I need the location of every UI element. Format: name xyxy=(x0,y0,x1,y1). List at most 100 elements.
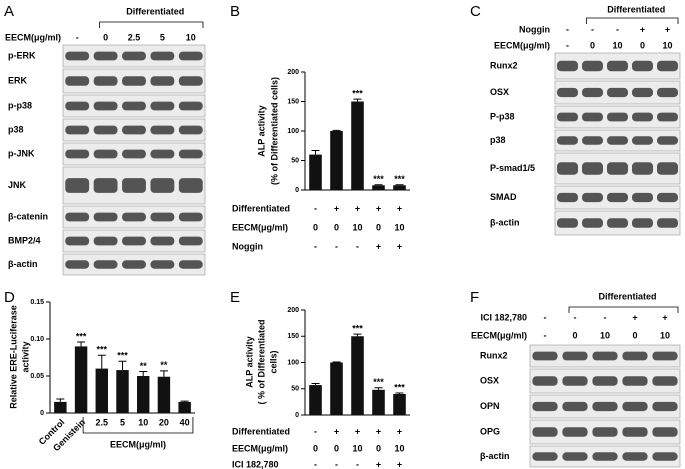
lane-label: 0 xyxy=(572,330,577,340)
y-tick-label: 0.15 xyxy=(30,299,44,306)
band xyxy=(532,452,558,461)
table-row-label: EECM(μg/ml) xyxy=(232,222,288,232)
lane-label: 10 xyxy=(600,330,610,340)
lane-label: 0 xyxy=(632,330,637,340)
lane-label: 10 xyxy=(612,40,622,50)
band xyxy=(93,212,118,222)
treatment-label: Noggin xyxy=(519,24,550,34)
bar xyxy=(54,401,67,413)
table-cell: - xyxy=(314,241,317,251)
band xyxy=(122,51,146,61)
band xyxy=(93,51,118,61)
panel-letter: B xyxy=(230,3,240,20)
table-cell: 0 xyxy=(376,222,381,232)
band xyxy=(93,125,118,135)
y-tick-label: 100 xyxy=(287,128,299,135)
table-cell: + xyxy=(355,203,360,213)
table-row-label: Differentiated xyxy=(232,426,290,436)
error-bar xyxy=(374,387,383,390)
band xyxy=(122,125,146,135)
band xyxy=(582,218,603,228)
band xyxy=(592,401,618,412)
y-axis-label: (% of Differentiated cells) xyxy=(269,77,279,185)
significance: ** xyxy=(160,360,168,370)
band xyxy=(93,178,118,193)
table-cell: 0 xyxy=(334,222,339,232)
x-tick-label: 40 xyxy=(180,417,190,427)
band xyxy=(652,401,678,412)
blot-header: Differentiated xyxy=(126,6,184,16)
band xyxy=(562,401,588,412)
panel-letter: E xyxy=(230,289,240,306)
band xyxy=(592,351,618,361)
table-cell: + xyxy=(334,203,339,213)
band xyxy=(562,376,588,386)
band xyxy=(582,112,603,122)
band xyxy=(622,427,648,437)
band xyxy=(150,178,175,193)
panel-letter: A xyxy=(4,3,14,20)
treatment-label: ICI 182,780 xyxy=(480,312,527,322)
y-tick-label: 150 xyxy=(287,333,299,340)
band xyxy=(150,212,175,222)
lane-label: - xyxy=(76,32,79,42)
band xyxy=(657,60,678,72)
error-bar xyxy=(374,184,383,186)
band xyxy=(122,260,146,269)
lane-label: - xyxy=(604,312,607,322)
y-tick-label: 100 xyxy=(287,359,299,366)
table-cell: 10 xyxy=(352,222,362,232)
table-cell: - xyxy=(335,459,338,469)
lane-label: 0 xyxy=(640,40,645,50)
x-tick-label: 2.5 xyxy=(96,417,109,427)
band xyxy=(65,212,90,222)
row-label: p38 xyxy=(8,124,24,134)
table-cell: + xyxy=(397,426,402,436)
row-label: P-smad1/5 xyxy=(490,163,535,173)
y-tick-label: 0.10 xyxy=(30,336,44,343)
significance: *** xyxy=(352,89,363,99)
band xyxy=(122,178,146,193)
band xyxy=(178,178,203,193)
row-label: β-actin xyxy=(480,451,510,461)
band xyxy=(582,136,603,145)
band xyxy=(657,87,678,98)
row-label: p38 xyxy=(490,135,506,145)
table-cell: 10 xyxy=(352,443,362,453)
panel-letter: C xyxy=(470,3,481,20)
table-cell: + xyxy=(397,241,402,251)
band xyxy=(557,136,578,145)
error-bar xyxy=(97,354,106,369)
band xyxy=(592,427,618,437)
error-bar xyxy=(311,383,320,386)
y-axis-label: ALP activity xyxy=(256,105,266,156)
band xyxy=(582,192,603,203)
table-cell: 0 xyxy=(376,443,381,453)
band xyxy=(607,218,628,228)
bar xyxy=(74,346,88,413)
band xyxy=(592,376,618,386)
band xyxy=(65,101,90,111)
band xyxy=(632,87,653,98)
band xyxy=(65,178,90,193)
band xyxy=(582,162,603,175)
bar xyxy=(351,336,364,415)
table-cell: 0 xyxy=(313,222,318,232)
table-cell: - xyxy=(356,241,359,251)
band xyxy=(93,101,118,111)
error-bar xyxy=(332,129,341,131)
band xyxy=(178,236,203,246)
band xyxy=(562,452,588,461)
band xyxy=(607,87,628,98)
band xyxy=(582,87,603,98)
error-bar xyxy=(395,184,404,186)
lane-label: + xyxy=(662,312,667,322)
row-label: p-ERK xyxy=(8,50,36,60)
band xyxy=(657,162,678,175)
table-cell: - xyxy=(314,459,317,469)
table-cell: - xyxy=(356,459,359,469)
blot-header: Differentiated xyxy=(598,291,656,301)
band xyxy=(652,427,678,437)
row-label: p-p38 xyxy=(8,100,32,110)
